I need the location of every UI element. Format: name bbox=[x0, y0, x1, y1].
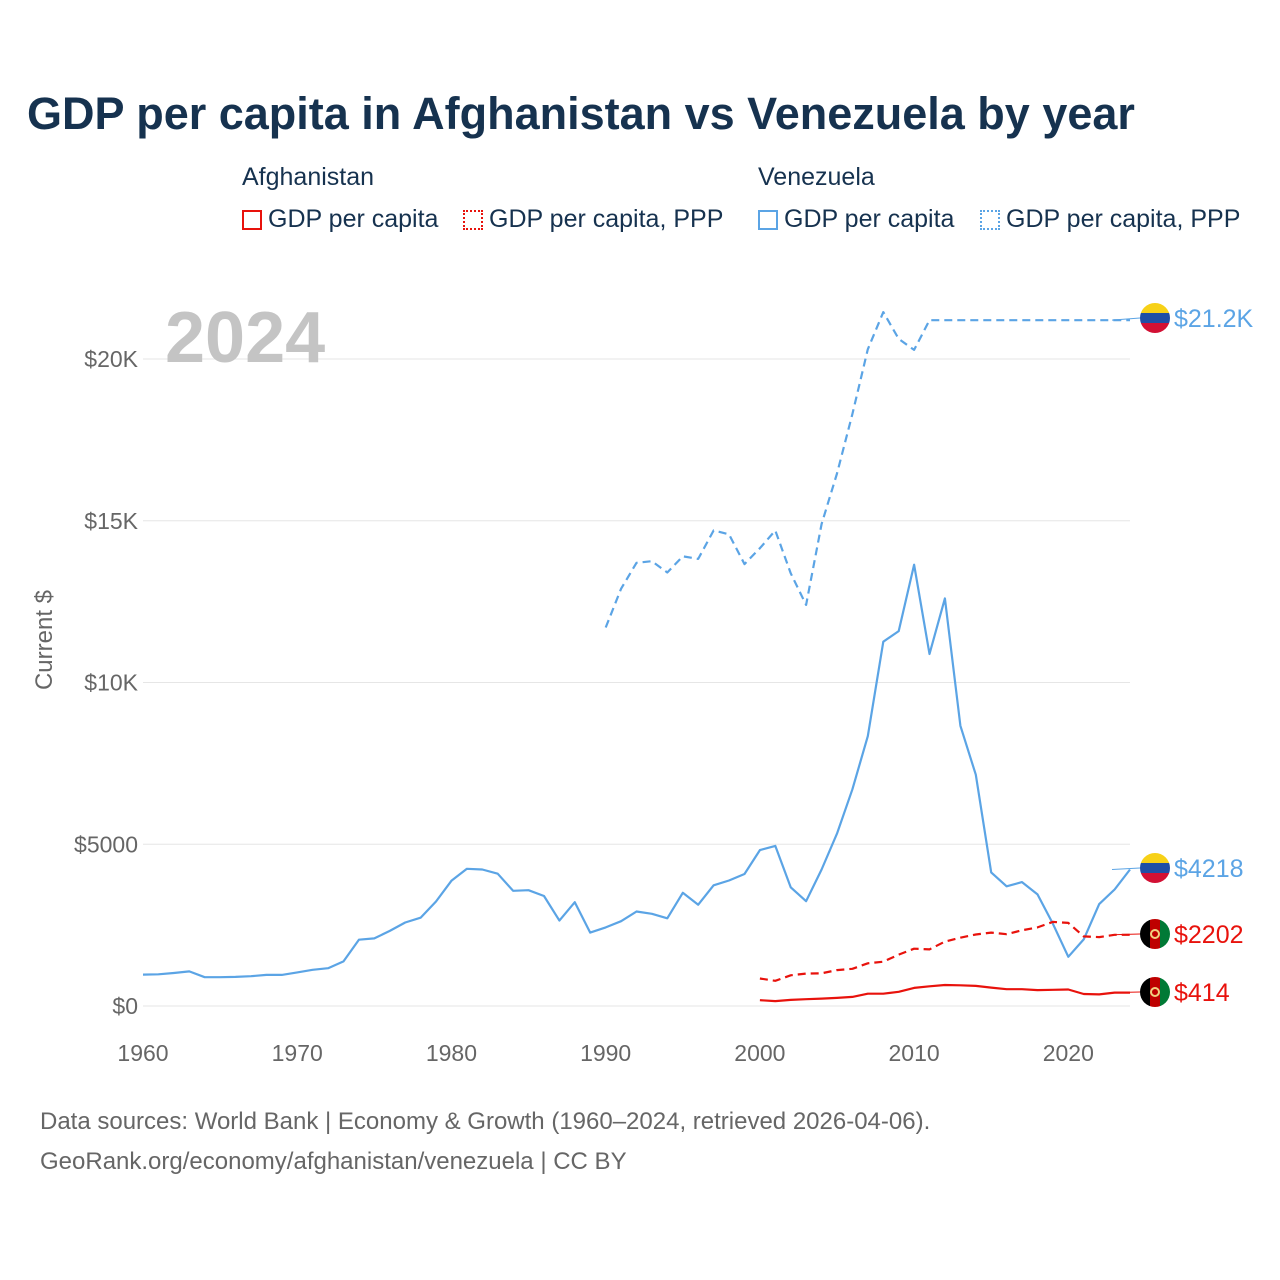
y-tick-label: $0 bbox=[112, 993, 138, 1019]
series-line-afghanistan-gdp-per-capita-ppp[interactable] bbox=[759, 920, 1130, 982]
x-tick-label: 1960 bbox=[117, 1040, 168, 1066]
legend-swatch-solid-red bbox=[242, 209, 262, 230]
end-value-label: $2202 bbox=[1174, 921, 1244, 949]
series-line-afghanistan-gdp-per-capita[interactable] bbox=[759, 983, 1130, 1003]
legend-group-venezuela: Venezuela bbox=[758, 163, 875, 191]
series-line-venezuela-gdp-per-capita-ppp[interactable] bbox=[604, 311, 1130, 628]
x-tick-label: 2010 bbox=[889, 1040, 940, 1066]
chart-title: GDP per capita in Afghanistan vs Venezue… bbox=[27, 88, 1135, 139]
y-tick-label: $5000 bbox=[74, 831, 138, 857]
end-value-label: $414 bbox=[1174, 979, 1230, 1007]
x-tick-label: 2020 bbox=[1043, 1040, 1094, 1066]
venezuela-flag-icon bbox=[1140, 303, 1170, 333]
legend-swatch-dotted-red bbox=[463, 209, 483, 230]
legend-group-afghanistan: Afghanistan bbox=[242, 163, 375, 191]
y-tick-label: $20K bbox=[84, 346, 138, 372]
footer-credit[interactable]: GeoRank.org/economy/afghanistan/venezuel… bbox=[40, 1148, 627, 1175]
y-tick-label: $15K bbox=[84, 508, 138, 534]
end-value-label: $21.2K bbox=[1174, 305, 1254, 333]
label-connector bbox=[1111, 991, 1141, 994]
x-tick-label: 1970 bbox=[272, 1040, 323, 1066]
legend-label: GDP per capita, PPP bbox=[1006, 205, 1241, 233]
label-connector bbox=[1111, 317, 1141, 321]
end-value-label: $4218 bbox=[1174, 855, 1244, 883]
legend-swatch-dotted-blue bbox=[980, 209, 1000, 230]
x-tick-label: 1990 bbox=[580, 1040, 631, 1066]
legend-label: GDP per capita bbox=[268, 205, 439, 233]
year-watermark: 2024 bbox=[165, 298, 325, 378]
legend-item-afghanistan-ppp[interactable]: GDP per capita, PPP bbox=[463, 205, 723, 234]
label-connector bbox=[1111, 933, 1141, 936]
legend-label: GDP per capita bbox=[784, 205, 955, 233]
legend-swatch-solid-blue bbox=[758, 209, 778, 230]
x-tick-label: 1980 bbox=[426, 1040, 477, 1066]
footer-sources: Data sources: World Bank | Economy & Gro… bbox=[40, 1108, 931, 1135]
x-tick-label: 2000 bbox=[734, 1040, 785, 1066]
legend-item-venezuela-ppp[interactable]: GDP per capita, PPP bbox=[980, 205, 1240, 234]
series-line-venezuela-gdp-per-capita[interactable] bbox=[142, 563, 1131, 979]
afghanistan-flag-icon bbox=[1140, 919, 1170, 949]
legend-item-venezuela-gdp[interactable]: GDP per capita bbox=[758, 205, 954, 234]
legend-label: GDP per capita, PPP bbox=[489, 205, 724, 233]
y-axis-label: Current $ bbox=[31, 590, 58, 690]
y-tick-label: $10K bbox=[84, 670, 138, 696]
afghanistan-flag-icon bbox=[1140, 977, 1170, 1007]
label-connector bbox=[1111, 867, 1141, 871]
legend-item-afghanistan-gdp[interactable]: GDP per capita bbox=[242, 205, 438, 234]
venezuela-flag-icon bbox=[1140, 853, 1170, 883]
